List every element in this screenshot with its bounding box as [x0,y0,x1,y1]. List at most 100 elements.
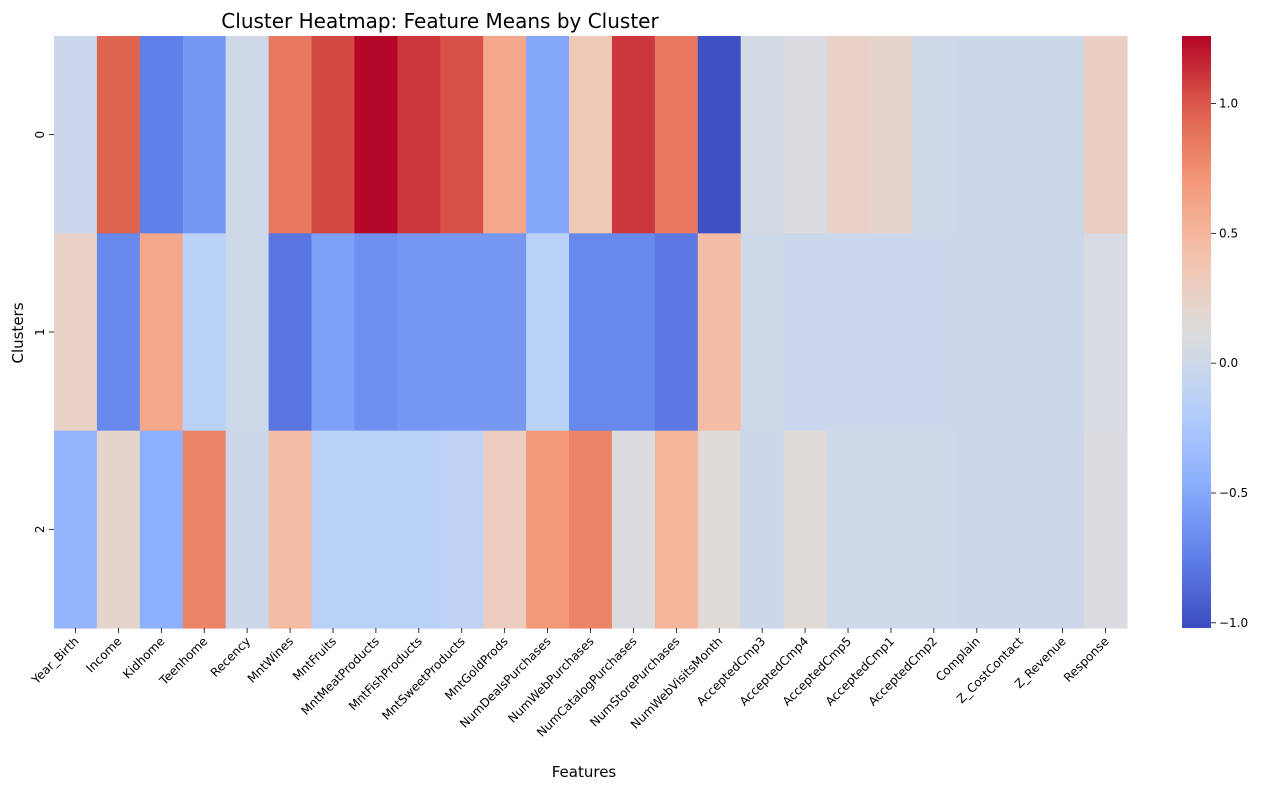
heatmap-cell-1-MntMeatProducts [354,233,398,432]
heatmap-cell-2-NumWebVisitsMonth [697,430,742,629]
colorbar-tick-label: −1.0 [1219,616,1248,630]
heatmap-cell-1-Kidhome [139,233,184,432]
heatmap-cell-1-AcceptedCmp1 [869,233,913,432]
heatmap-cell-1-Z_Revenue [1041,233,1085,432]
heatmap-cell-0-AcceptedCmp3 [740,36,785,234]
heatmap-cell-1-Teenhome [182,233,227,432]
heatmap-cell-0-Teenhome [182,36,227,234]
colorbar-tick-label: −0.5 [1219,486,1248,500]
heatmap-cell-2-AcceptedCmp2 [912,430,956,629]
heatmap-cell-0-MntGoldProds [483,36,527,234]
heatmap-cell-2-Year_Birth [54,430,98,629]
y-axis-label: Clusters [9,302,27,363]
heatmap-cell-1-Complain [955,233,999,432]
heatmap-cell-0-Recency [225,36,270,234]
heatmap-cell-1-NumWebPurchases [569,233,613,432]
colorbar-gradient [1182,36,1211,628]
heatmap-cell-1-NumCatalogPurchases [611,233,656,432]
heatmap-cell-2-Z_CostContact [998,430,1042,629]
y-tick-label-2: 2 [33,526,47,534]
colorbar: −1.0 −0.5 0.0 0.5 1.0 [1182,36,1248,630]
heatmap-cell-2-Kidhome [139,430,184,629]
heatmap-cell-1-Recency [225,233,270,432]
heatmap-cell-0-AcceptedCmp5 [826,36,871,234]
heatmap-cell-1-AcceptedCmp2 [912,233,956,432]
heatmap-cell-2-MntMeatProducts [354,430,398,629]
heatmap-cell-0-MntSweetProducts [440,36,484,234]
heatmap-cell-0-Complain [955,36,999,234]
heatmap-cell-0-NumStorePurchases [654,36,699,234]
x-tick-label-MntFishProducts: MntFishProducts [346,634,425,713]
heatmap-cell-1-NumWebVisitsMonth [697,233,742,432]
heatmap-cell-0-AcceptedCmp1 [869,36,913,234]
chart-title: Cluster Heatmap: Feature Means by Cluste… [221,9,659,33]
heatmap-cell-1-MntFruits [311,233,356,432]
x-tick-label-Year_Birth: Year_Birth [28,634,81,687]
heatmap-cell-1-NumDealsPurchases [526,233,570,432]
heatmap-cell-0-MntMeatProducts [354,36,398,234]
heatmap-cell-1-Response [1084,233,1128,432]
heatmap-cell-0-MntFishProducts [397,36,441,234]
heatmap-cell-1-Z_CostContact [998,233,1042,432]
heatmap-cell-0-MntWines [268,36,313,234]
heatmap-cell-2-AcceptedCmp5 [826,430,871,629]
colorbar-tick-label: 0.0 [1219,356,1238,370]
heatmap-cell-2-MntSweetProducts [440,430,484,629]
heatmap-cell-0-Kidhome [139,36,184,234]
heatmap-cell-1-MntGoldProds [483,233,527,432]
heatmap-cell-1-AcceptedCmp4 [783,233,828,432]
heatmap-cell-0-Income [96,36,141,234]
x-tick-label-MntMeatProducts: MntMeatProducts [298,634,382,718]
heatmap-cell-2-Z_Revenue [1041,430,1085,629]
heatmap-cell-2-MntFishProducts [397,430,441,629]
heatmap-cell-1-NumStorePurchases [654,233,699,432]
heatmap-cell-1-MntFishProducts [397,233,441,432]
heatmap-cell-1-MntWines [268,233,313,432]
heatmap-cell-0-Z_Revenue [1041,36,1085,234]
heatmap-cell-1-MntSweetProducts [440,233,484,432]
x-tick-label-MntSweetProducts: MntSweetProducts [379,634,468,723]
heatmap-cell-2-NumDealsPurchases [526,430,570,629]
heatmap-cell-0-Year_Birth [54,36,98,234]
y-tick-label-1: 1 [33,328,47,336]
heatmap-cell-2-NumWebPurchases [569,430,613,629]
heatmap-cells [54,36,1128,629]
heatmap-cell-0-Z_CostContact [998,36,1042,234]
x-tick-label-Income: Income [83,634,124,675]
heatmap-cell-2-Teenhome [182,430,227,629]
heatmap-cell-2-Complain [955,430,999,629]
heatmap-cell-1-Income [96,233,141,432]
heatmap-cell-0-NumCatalogPurchases [611,36,656,234]
y-axis-ticks: 0 1 2 [33,131,54,533]
heatmap-cell-2-AcceptedCmp3 [740,430,785,629]
heatmap-cell-2-Income [96,430,141,629]
heatmap-cell-2-Response [1084,430,1128,629]
x-axis-ticks: Year_Birth IncomeKidhomeTeenhomeRecencyMn… [28,628,1112,740]
heatmap-cell-0-NumDealsPurchases [526,36,570,234]
colorbar-tick-label: 1.0 [1219,97,1238,111]
heatmap-cell-0-NumWebPurchases [569,36,613,234]
heatmap-cell-2-MntGoldProds [483,430,527,629]
heatmap-cell-2-MntFruits [311,430,356,629]
colorbar-ticks: −1.0 −0.5 0.0 0.5 1.0 [1211,97,1248,630]
heatmap-cell-2-AcceptedCmp1 [869,430,913,629]
y-tick-label-0: 0 [33,131,47,139]
heatmap-cell-2-Recency [225,430,270,629]
heatmap-cell-2-AcceptedCmp4 [783,430,828,629]
x-axis-label: Features [552,763,617,781]
colorbar-tick-label: 0.5 [1219,226,1238,240]
heatmap-cell-2-NumStorePurchases [654,430,699,629]
heatmap-cell-1-AcceptedCmp5 [826,233,871,432]
heatmap-cell-1-AcceptedCmp3 [740,233,785,432]
heatmap-cell-1-Year_Birth [54,233,98,432]
heatmap-cell-2-NumCatalogPurchases [611,430,656,629]
heatmap-cell-0-NumWebVisitsMonth [697,36,742,234]
heatmap-cell-0-Response [1084,36,1128,234]
x-tick-label-MntWines: MntWines [245,634,297,686]
heatmap-cell-0-AcceptedCmp2 [912,36,956,234]
x-tick-label-Response: Response [1061,634,1112,685]
heatmap-cell-0-MntFruits [311,36,356,234]
heatmap-cell-2-MntWines [268,430,313,629]
heatmap-cell-0-AcceptedCmp4 [783,36,828,234]
